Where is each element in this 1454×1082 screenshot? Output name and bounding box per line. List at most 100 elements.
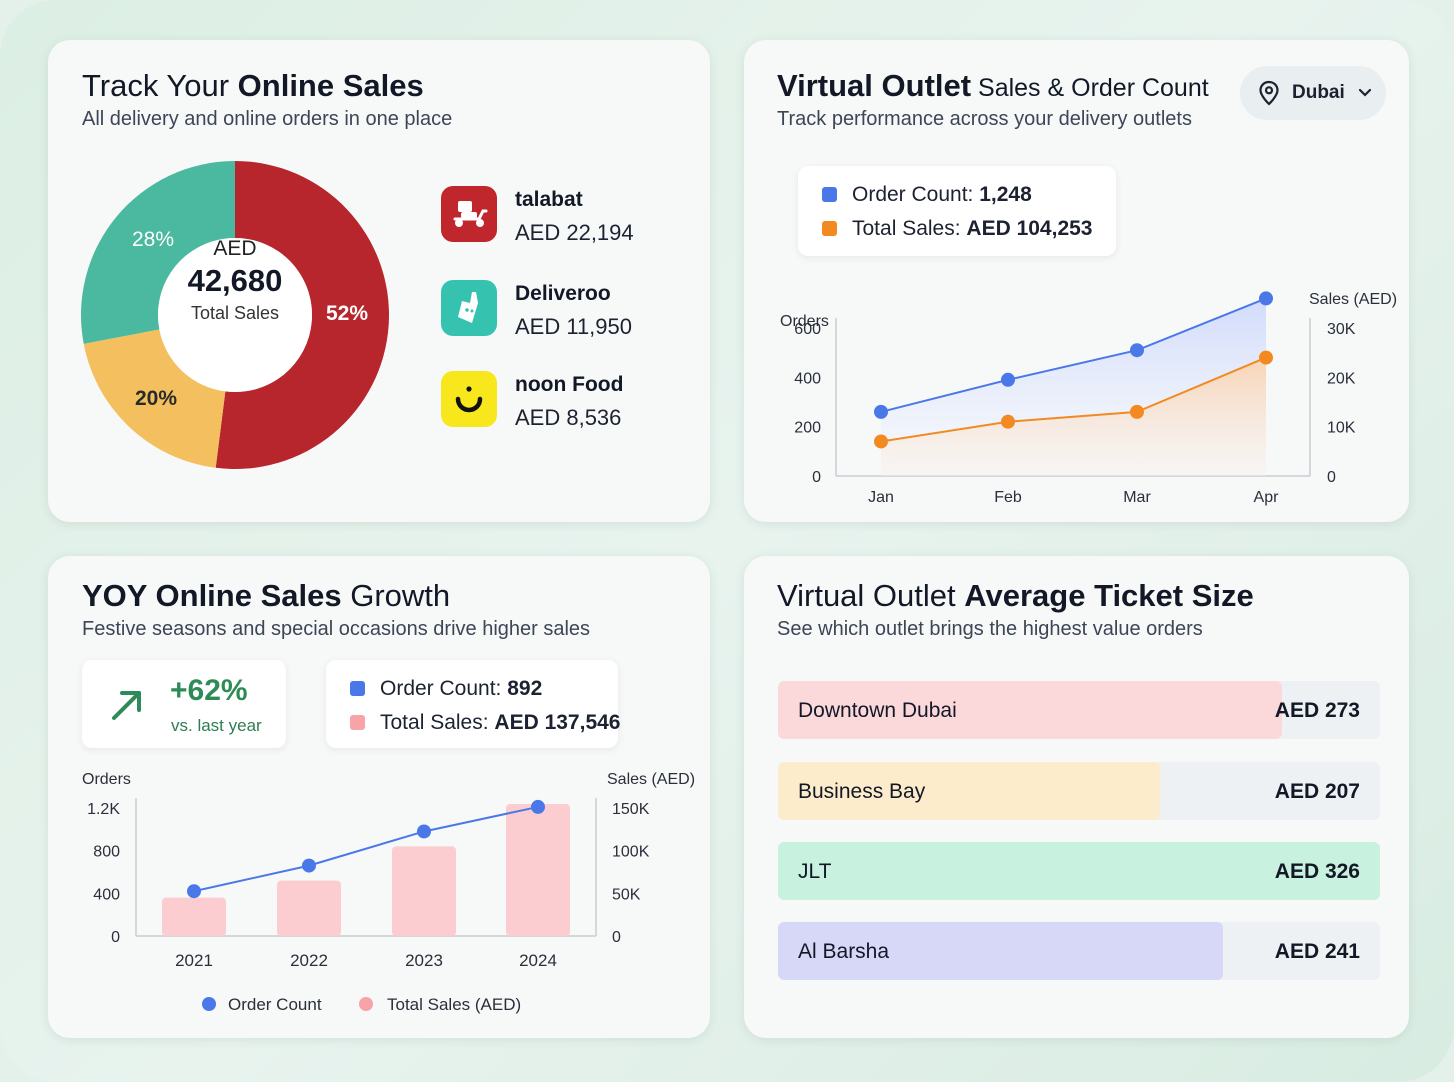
y-tick-left: 400 <box>794 370 821 387</box>
outlet-bar-downtown-dubai[interactable]: Downtown Dubai AED 273 <box>778 681 1380 739</box>
y-axis-label-left: Orders <box>82 771 131 788</box>
x-tick-label: 2024 <box>519 951 557 970</box>
location-pin-icon <box>1259 80 1279 106</box>
point-total-sales <box>1001 414 1015 429</box>
y-tick-right: 10K <box>1327 420 1356 437</box>
outlet-name: Business Bay <box>798 780 926 803</box>
slice-label-talabat: 52% <box>326 302 369 325</box>
chevron-down-icon <box>1358 88 1372 97</box>
blue-swatch <box>822 187 837 202</box>
point-total-sales <box>1130 404 1144 419</box>
y-axis-label-right: Sales (AED) <box>1309 291 1397 308</box>
y-tick-right: 30K <box>1327 321 1356 338</box>
outlet-bar-business-bay[interactable]: Business Bay AED 207 <box>778 762 1380 820</box>
y-tick-right: 50K <box>612 886 641 903</box>
slice-label-deliveroo: 28% <box>132 228 175 251</box>
ticket-fill <box>778 842 1380 900</box>
outlet-name: Al Barsha <box>798 940 890 963</box>
line-order-count <box>880 297 1267 413</box>
point-order-count <box>302 858 316 873</box>
x-tick-label: Feb <box>994 489 1022 506</box>
donut-center-total: AED 42,680 Total Sales <box>158 237 312 324</box>
outlet-bar-al-barsha[interactable]: Al Barsha AED 241 <box>778 922 1380 980</box>
blue-swatch <box>350 681 365 696</box>
point-total-sales <box>1259 350 1273 365</box>
ticket-fill <box>778 922 1224 980</box>
y-tick-left: 600 <box>794 321 821 338</box>
legend-swatch-order-count <box>202 997 216 1011</box>
y-tick-right: 0 <box>1327 469 1336 486</box>
kangaroo-icon <box>441 280 497 336</box>
bar-total-sales <box>277 880 341 936</box>
summary-box: Order Count: 892 Total Sales: AED 137,54… <box>326 660 621 748</box>
summary-box: Order Count: 1,248 Total Sales: AED 104,… <box>798 166 1116 256</box>
y-tick-right: 100K <box>612 844 650 861</box>
legend-label-total-sales: Total Sales (AED) <box>387 995 521 1014</box>
outlet-name: Downtown Dubai <box>798 699 957 722</box>
y-tick-right: 150K <box>612 801 650 818</box>
orange-swatch <box>822 221 837 236</box>
legend-label-order-count: Order Count <box>228 995 322 1014</box>
summary-orders: Order Count: 1,248 <box>822 183 1032 207</box>
donut-slice-noon-food <box>83 329 226 468</box>
point-total-sales <box>874 434 888 449</box>
bar-total-sales <box>506 804 570 936</box>
point-order-count <box>1130 343 1144 358</box>
outlet-value: AED 207 <box>1274 780 1360 803</box>
summary-sales: Total Sales: AED 137,546 <box>350 711 621 735</box>
y-tick-right: 0 <box>612 929 621 946</box>
outlet-bar-jlt[interactable]: JLT AED 326 <box>778 842 1380 900</box>
scooter-icon <box>441 186 497 242</box>
y-tick-left: 800 <box>93 844 120 861</box>
city-dropdown[interactable]: Dubai <box>1240 66 1386 120</box>
x-tick-label: Mar <box>1123 489 1151 506</box>
x-tick-label: 2022 <box>290 951 328 970</box>
card-title: YOY Online Sales Growth <box>82 578 451 613</box>
sales-donut-chart <box>80 161 389 469</box>
bar-total-sales <box>392 846 456 936</box>
donut-hole <box>158 238 312 392</box>
growth-badge: +62% vs. last year <box>82 660 286 748</box>
y-tick-left: 0 <box>111 929 120 946</box>
card-subtitle: Festive seasons and special occasions dr… <box>82 618 591 640</box>
card-subtitle: Track performance across your delivery o… <box>777 108 1192 130</box>
point-order-count <box>1259 291 1273 306</box>
center-currency: AED <box>213 237 257 260</box>
line-total-sales <box>880 356 1267 443</box>
bar-total-sales <box>162 897 226 936</box>
card-title: Virtual Outlet Sales & Order Count <box>777 68 1209 103</box>
dropdown-value: Dubai <box>1292 82 1345 103</box>
card-subtitle: See which outlet brings the highest valu… <box>777 618 1203 640</box>
arrow-up-right-icon <box>112 691 141 720</box>
platform-value: AED 11,950 <box>515 314 633 339</box>
summary-orders: Order Count: 892 <box>350 677 542 701</box>
avg-ticket-size-card: Virtual Outlet Average Ticket Size See w… <box>744 556 1409 1038</box>
platform-noon[interactable]: noon Food AED 8,536 <box>441 371 681 431</box>
platform-talabat[interactable]: talabat AED 22,194 <box>441 186 681 246</box>
center-label: Total Sales <box>190 303 280 323</box>
card-subtitle: All delivery and online orders in one pl… <box>82 108 453 130</box>
platform-value: AED 22,194 <box>515 220 634 245</box>
x-tick-label: 2021 <box>175 951 213 970</box>
growth-value: +62% <box>170 674 248 707</box>
orders-sales-line-chart: Orders Sales (AED) 0 200 400 600 0 10K 20K 30K Jan… <box>780 291 1397 506</box>
x-tick-label: 2023 <box>405 951 443 970</box>
platform-name: Deliveroo <box>515 282 611 305</box>
platform-name: noon Food <box>515 373 624 396</box>
outlet-value: AED 273 <box>1274 699 1360 722</box>
center-value: 42,680 <box>187 263 283 298</box>
line-order-count <box>193 805 539 893</box>
card-title: Virtual Outlet Average Ticket Size <box>777 578 1254 613</box>
virtual-outlet-sales-card: Virtual Outlet Sales & Order Count Track… <box>744 40 1409 522</box>
platform-deliveroo[interactable]: Deliveroo AED 11,950 <box>441 280 681 340</box>
summary-sales: Total Sales: AED 104,253 <box>822 217 1093 241</box>
point-order-count <box>187 884 201 899</box>
yoy-growth-card: YOY Online Sales Growth Festive seasons … <box>48 556 710 1038</box>
card-title: Track Your Online Sales <box>82 68 424 103</box>
yoy-bar-line-chart: Orders Sales (AED) 0 400 800 1.2K 0 50K 100K 150K… <box>82 771 695 1014</box>
x-tick-label: Apr <box>1254 489 1280 506</box>
slice-label-noon: 20% <box>135 387 178 410</box>
point-order-count <box>874 404 888 419</box>
x-tick-label: Jan <box>868 489 894 506</box>
